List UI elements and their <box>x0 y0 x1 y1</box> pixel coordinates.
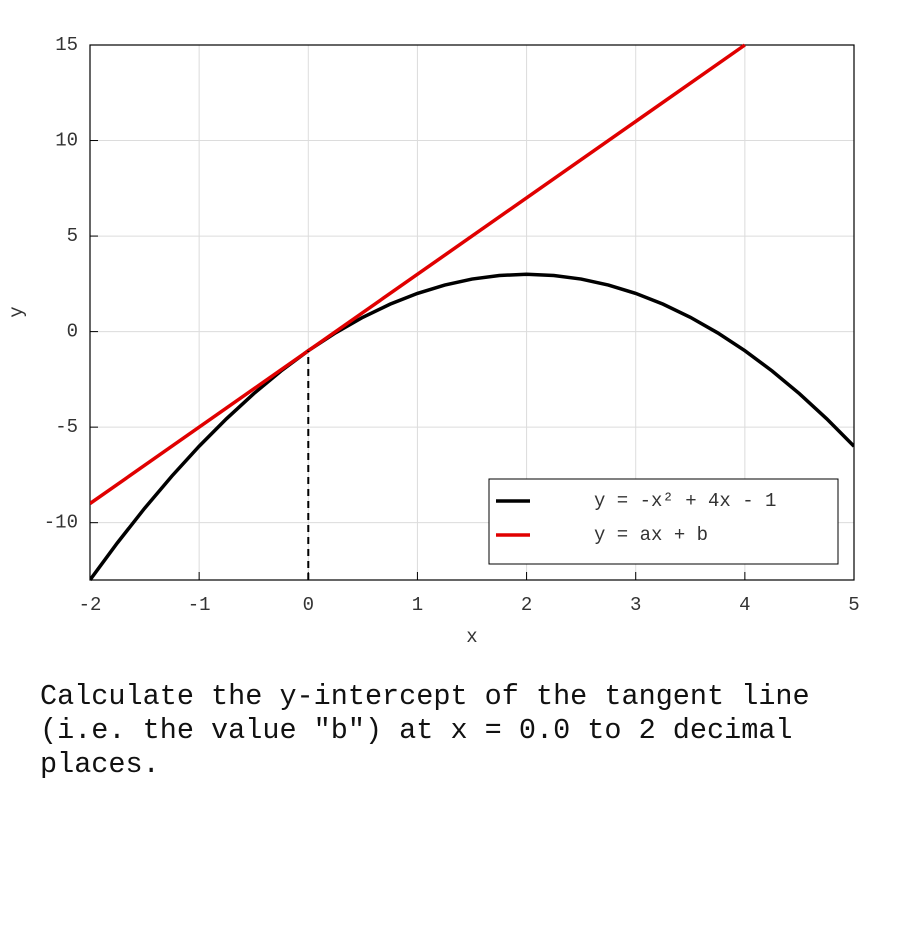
x-tick-label: 1 <box>412 594 423 616</box>
legend-label: y = -x² + 4x - 1 <box>594 490 776 512</box>
legend-box <box>488 478 839 565</box>
x-tick-label: -1 <box>188 594 211 616</box>
x-tick-label: 5 <box>848 594 859 616</box>
y-tick-label: 15 <box>55 34 78 56</box>
x-tick-label: 2 <box>521 594 532 616</box>
y-tick-label: -5 <box>55 416 78 438</box>
y-tick-label: -10 <box>44 512 78 534</box>
legend-label: y = ax + b <box>594 524 708 546</box>
x-axis-label: x <box>466 626 477 648</box>
x-tick-label: -2 <box>79 594 102 616</box>
x-tick-label: 4 <box>739 594 750 616</box>
series-line <box>90 272 854 582</box>
y-axis-label: y <box>6 306 28 317</box>
question: Calculate the y-intercept of the tangent… <box>40 680 810 781</box>
y-tick-label: 10 <box>55 130 78 152</box>
x-tick-label: 3 <box>630 594 641 616</box>
series-line <box>90 43 746 506</box>
x-tick-label: 0 <box>303 594 314 616</box>
y-tick-label: 5 <box>67 225 78 247</box>
plot-frame <box>89 44 855 581</box>
y-tick-label: 0 <box>67 321 78 343</box>
